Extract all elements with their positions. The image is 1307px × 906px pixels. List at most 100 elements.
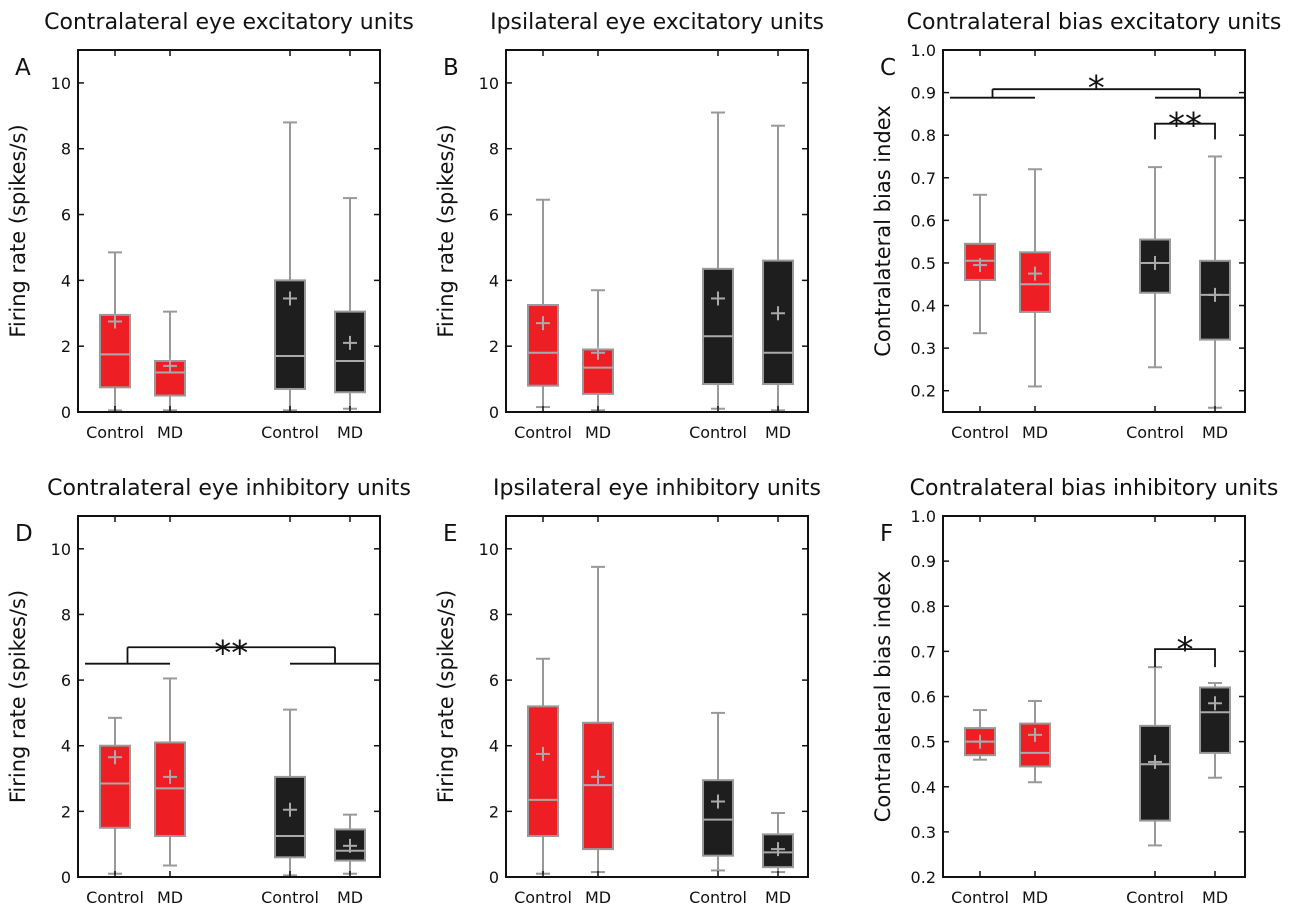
- box-1: [582, 565, 614, 874]
- y-tick-label: 0.3: [911, 823, 936, 842]
- box-3: [1199, 681, 1231, 779]
- y-tick-label: 4: [489, 737, 499, 756]
- axes-frame: [942, 515, 1246, 878]
- y-tick-label: 10: [51, 540, 71, 559]
- axes-frame: [505, 49, 809, 413]
- box-0: [527, 657, 559, 875]
- y-tick-label: 1.0: [911, 507, 936, 526]
- panel-b: Ipsilateral eye excitatory units B Firing …: [434, 10, 824, 442]
- y-tick-label: 0.2: [911, 382, 936, 401]
- y-tick-label: 0.8: [911, 597, 936, 616]
- bracket: [1154, 648, 1216, 668]
- y-axis-label: Firing rate (spikes/s): [434, 124, 458, 337]
- panel-letter: B: [443, 55, 459, 81]
- x-tick-label: Control: [514, 888, 572, 906]
- panel-title: Contralateral bias inhibitory units: [910, 476, 1279, 501]
- y-tick-label: 0: [489, 403, 499, 422]
- significance-stars: *: [1088, 69, 1105, 109]
- y-tick-label: 0.5: [911, 254, 936, 273]
- box-1: [154, 677, 186, 867]
- box-iqr: [1019, 251, 1051, 313]
- box-2: [702, 711, 734, 872]
- y-tick-label: 8: [61, 140, 71, 159]
- x-tick-label: Control: [951, 888, 1009, 906]
- box-2: [1139, 666, 1171, 847]
- x-tick-label: Control: [86, 888, 144, 906]
- box-3: [334, 197, 366, 410]
- x-tick-label: MD: [765, 888, 791, 906]
- significance-stars: **: [1168, 105, 1202, 145]
- panel-f: Contralateral bias inhibitory units F Cont…: [871, 476, 1278, 906]
- y-tick-label: 4: [61, 271, 71, 290]
- x-tick-label: Control: [86, 423, 144, 442]
- box-3: [334, 813, 366, 875]
- y-axis-label: Firing rate (spikes/s): [6, 124, 30, 337]
- x-tick-label: Control: [689, 423, 747, 442]
- box-3: [762, 812, 794, 874]
- panel-title: Contralateral eye excitatory units: [44, 10, 414, 35]
- panel-title: Contralateral eye inhibitory units: [47, 476, 411, 501]
- x-tick-label: MD: [1202, 888, 1228, 906]
- panel-letter: A: [15, 55, 31, 81]
- significance-stars: **: [214, 633, 248, 673]
- axes-frame: [942, 49, 1246, 413]
- box-2: [1139, 166, 1171, 369]
- box-iqr: [527, 705, 559, 837]
- y-tick-label: 6: [61, 671, 71, 690]
- y-tick-label: 8: [489, 140, 499, 159]
- x-tick-label: MD: [157, 888, 183, 906]
- box-0: [964, 709, 996, 761]
- significance-annotation: *: [1154, 630, 1216, 670]
- y-tick-label: 0.8: [911, 126, 936, 145]
- y-tick-label: 6: [489, 671, 499, 690]
- box-3: [1199, 155, 1231, 409]
- panel-title: Contralateral bias excitatory units: [907, 10, 1282, 35]
- y-tick-label: 2: [489, 337, 499, 356]
- y-tick-label: 2: [61, 337, 71, 356]
- significance-stars: *: [1177, 630, 1194, 670]
- box-1: [582, 289, 614, 412]
- x-tick-label: MD: [1022, 888, 1048, 906]
- y-tick-label: 1.0: [911, 41, 936, 60]
- box-0: [964, 193, 996, 335]
- y-tick-label: 0: [61, 868, 71, 887]
- y-tick-label: 0.7: [911, 642, 936, 661]
- x-tick-label: Control: [951, 423, 1009, 442]
- box-iqr: [274, 775, 306, 859]
- y-tick-label: 0.4: [911, 297, 936, 316]
- x-tick-label: MD: [1022, 423, 1048, 442]
- y-tick-label: 2: [61, 802, 71, 821]
- significance-annotation: **: [1154, 105, 1216, 145]
- box-iqr: [334, 310, 366, 394]
- box-iqr: [99, 744, 131, 829]
- y-axis-label: Contralateral bias index: [871, 571, 895, 823]
- y-tick-label: 6: [61, 206, 71, 225]
- x-tick-label: MD: [585, 423, 611, 442]
- y-tick-label: 0.4: [911, 778, 936, 797]
- box-1: [1019, 168, 1051, 388]
- panel-e: Ipsilateral eye inhibitory units E Firing …: [434, 476, 821, 906]
- y-axis-label: Contralateral bias index: [871, 105, 895, 357]
- box-3: [762, 124, 794, 412]
- box-iqr: [702, 267, 734, 386]
- y-tick-label: 2: [489, 802, 499, 821]
- y-tick-label: 0.2: [911, 868, 936, 887]
- x-tick-label: Control: [689, 888, 747, 906]
- y-tick-label: 4: [61, 737, 71, 756]
- x-tick-label: MD: [157, 423, 183, 442]
- panel-letter: F: [880, 521, 893, 547]
- significance-annotation: **: [85, 633, 380, 673]
- box-0: [99, 251, 131, 412]
- box-iqr: [1139, 238, 1171, 294]
- x-tick-label: Control: [1126, 888, 1184, 906]
- y-tick-label: 0: [489, 868, 499, 887]
- panel-title: Ipsilateral eye inhibitory units: [493, 476, 821, 501]
- x-tick-label: Control: [261, 423, 319, 442]
- x-tick-label: Control: [1126, 423, 1184, 442]
- y-tick-label: 0.6: [911, 688, 936, 707]
- y-tick-label: 10: [479, 540, 499, 559]
- panel-title: Ipsilateral eye excitatory units: [490, 10, 824, 35]
- panel-d: Contralateral eye inhibitory units D Firin…: [6, 476, 411, 906]
- y-tick-label: 0.7: [911, 169, 936, 188]
- box-iqr: [762, 259, 794, 386]
